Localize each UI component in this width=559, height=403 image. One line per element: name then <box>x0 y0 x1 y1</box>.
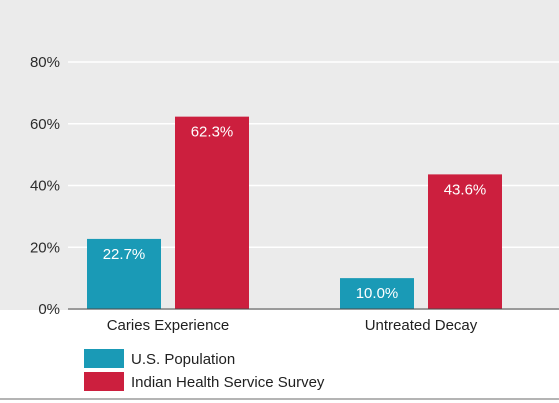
bar <box>428 174 502 309</box>
bar-value-label: 43.6% <box>444 181 487 198</box>
legend-label: Indian Health Service Survey <box>131 374 325 391</box>
bar-value-label: 22.7% <box>103 246 146 263</box>
x-category-label: Untreated Decay <box>365 317 478 334</box>
bar-value-label: 10.0% <box>356 285 399 302</box>
y-tick-label: 60% <box>30 116 60 133</box>
legend-swatch <box>84 372 124 391</box>
bar <box>175 116 249 310</box>
bar <box>87 238 161 309</box>
legend: U.S. Population Indian Health Service Sur… <box>84 349 325 391</box>
y-tick-label: 80% <box>30 54 60 71</box>
y-tick-label: 40% <box>30 178 60 195</box>
y-tick-label: 20% <box>30 239 60 256</box>
y-axis-ticks: 0% 20% 40% 60% 80% <box>30 54 60 318</box>
x-category-label: Caries Experience <box>107 317 230 334</box>
bar-value-label: 62.3% <box>191 124 234 141</box>
x-axis-categories: Caries Experience Untreated Decay <box>107 317 478 334</box>
bar-series: 22.7% 62.3% 10.0% 43.6% <box>87 116 502 310</box>
y-tick-label: 0% <box>38 301 60 318</box>
legend-swatch <box>84 349 124 368</box>
legend-label: U.S. Population <box>131 351 235 368</box>
bar <box>340 278 414 309</box>
